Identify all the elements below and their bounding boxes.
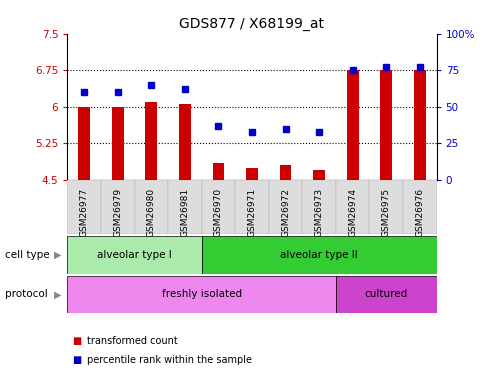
Bar xyxy=(202,180,235,234)
Text: ▶: ▶ xyxy=(53,250,61,260)
Text: percentile rank within the sample: percentile rank within the sample xyxy=(87,355,252,365)
Text: cell type: cell type xyxy=(5,250,49,260)
Text: GSM26979: GSM26979 xyxy=(113,188,122,237)
Bar xyxy=(279,165,291,180)
Text: GSM26981: GSM26981 xyxy=(180,188,189,237)
Bar xyxy=(145,102,157,180)
Bar xyxy=(67,276,336,313)
Bar xyxy=(380,70,392,180)
Bar xyxy=(235,180,269,234)
Bar xyxy=(269,180,302,234)
Text: GSM26972: GSM26972 xyxy=(281,188,290,237)
Bar xyxy=(179,104,191,180)
Bar xyxy=(347,70,359,180)
Bar xyxy=(213,163,224,180)
Bar xyxy=(369,180,403,234)
Text: GSM26975: GSM26975 xyxy=(382,188,391,237)
Bar xyxy=(414,70,426,180)
Bar xyxy=(67,236,202,274)
Text: GSM26973: GSM26973 xyxy=(315,188,324,237)
Text: GSM26977: GSM26977 xyxy=(80,188,89,237)
Text: GSM26976: GSM26976 xyxy=(415,188,424,237)
Bar xyxy=(302,180,336,234)
Text: ■: ■ xyxy=(72,336,82,346)
Bar xyxy=(246,168,258,180)
Bar xyxy=(313,170,325,180)
Text: protocol: protocol xyxy=(5,290,48,299)
Text: alveolar type I: alveolar type I xyxy=(97,250,172,260)
Title: GDS877 / X68199_at: GDS877 / X68199_at xyxy=(180,17,324,32)
Bar xyxy=(135,180,168,234)
Text: ■: ■ xyxy=(72,355,82,365)
Text: GSM26980: GSM26980 xyxy=(147,188,156,237)
Text: GSM26971: GSM26971 xyxy=(248,188,256,237)
Text: ▶: ▶ xyxy=(53,290,61,299)
Bar xyxy=(67,180,101,234)
Bar xyxy=(403,180,437,234)
Bar xyxy=(336,180,369,234)
Bar xyxy=(168,180,202,234)
Text: freshly isolated: freshly isolated xyxy=(162,290,242,299)
Bar xyxy=(112,107,124,180)
Bar xyxy=(202,236,437,274)
Bar xyxy=(101,180,135,234)
Bar xyxy=(336,276,437,313)
Text: cultured: cultured xyxy=(365,290,408,299)
Text: transformed count: transformed count xyxy=(87,336,178,346)
Text: GSM26970: GSM26970 xyxy=(214,188,223,237)
Text: GSM26974: GSM26974 xyxy=(348,188,357,237)
Text: alveolar type II: alveolar type II xyxy=(280,250,358,260)
Bar xyxy=(78,107,90,180)
